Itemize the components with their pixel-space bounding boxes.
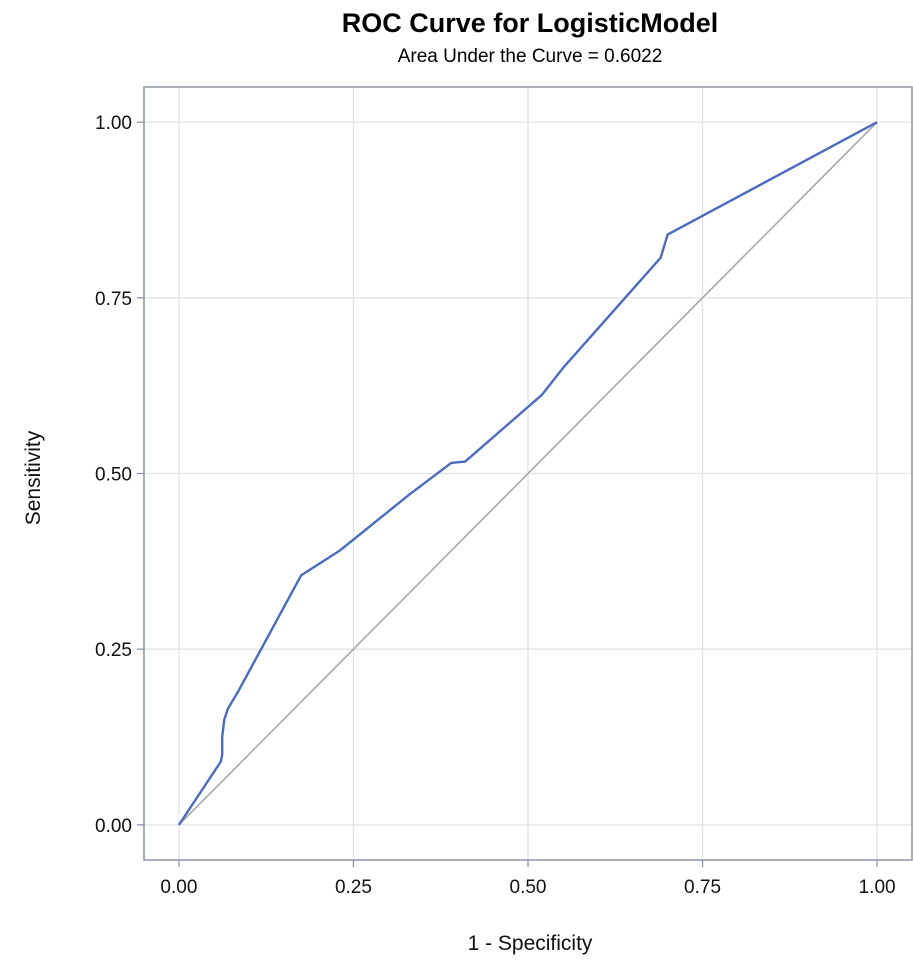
x-tick-labels: 0.00 0.25 0.50 0.75 1.00 <box>160 860 896 898</box>
chart-title: ROC Curve for LogisticModel <box>342 8 719 38</box>
x-axis-label: 1 - Specificity <box>468 932 593 955</box>
reference-diagonal-line <box>178 121 878 826</box>
x-tick-label: 0.25 <box>335 877 372 898</box>
chart-subtitle: Area Under the Curve = 0.6022 <box>398 46 663 67</box>
x-tick-label: 1.00 <box>859 877 896 898</box>
y-tick-label: 0.00 <box>95 816 132 837</box>
series-layer <box>177 121 878 826</box>
y-tick-label: 0.25 <box>95 640 132 661</box>
y-tick-label: 1.00 <box>95 113 132 134</box>
roc-curve-line <box>177 121 878 826</box>
y-tick-label: 0.50 <box>95 465 132 486</box>
x-tick-label: 0.75 <box>684 877 721 898</box>
y-tick-labels: 0.00 0.25 0.50 0.75 1.00 <box>95 113 144 837</box>
y-axis-label: Sensitivity <box>22 430 45 525</box>
x-tick-label: 0.50 <box>510 877 547 898</box>
x-tick-label: 0.00 <box>160 877 197 898</box>
y-tick-label: 0.75 <box>95 289 132 310</box>
